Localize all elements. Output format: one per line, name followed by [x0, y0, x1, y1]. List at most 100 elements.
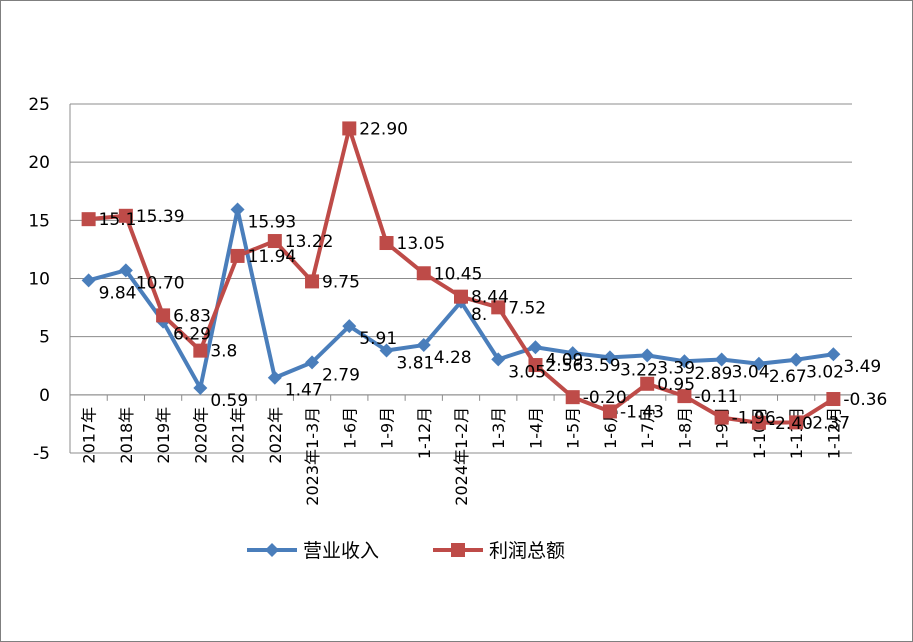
data-label-series-1: 6.29	[173, 325, 211, 345]
x-tick-label: 2024年1-2月	[452, 407, 471, 506]
data-label-series-2: 11.94	[248, 247, 297, 267]
data-label-series-2: -1.96	[732, 409, 776, 429]
data-label-series-2: -2.40	[769, 414, 813, 434]
x-tick-label: 1-3月	[489, 407, 508, 449]
series-1-point	[640, 348, 655, 363]
y-tick-label: 15	[28, 211, 50, 231]
series-2-point	[714, 410, 729, 425]
data-label-series-1: 3.59	[583, 356, 621, 376]
x-tick-label: 2019年	[154, 407, 173, 464]
series-2-point	[416, 266, 431, 281]
data-label-series-1: 10.70	[136, 273, 185, 293]
data-label-series-1: 3.02	[806, 363, 844, 383]
series-1-point	[602, 350, 617, 365]
series-layer	[81, 121, 841, 430]
data-label-series-2: 22.90	[359, 119, 408, 139]
series-2-point	[118, 208, 133, 223]
data-label-series-2: 3.8	[210, 342, 237, 362]
y-axis: -5 0 5 10 15 20 25	[28, 95, 71, 464]
series-1-point	[789, 352, 804, 367]
y-tick-label: 20	[28, 153, 50, 173]
legend-marker-diamond	[265, 543, 279, 557]
series-1-point	[81, 273, 96, 288]
data-label-series-2: -0.36	[843, 390, 887, 410]
data-label-series-1: 0.59	[210, 391, 248, 411]
y-tick-label: 0	[39, 386, 50, 406]
data-label-series-2: 13.22	[285, 232, 334, 252]
series-2-point	[677, 389, 692, 404]
series-1-point	[379, 343, 394, 358]
data-label-series-1: 2.89	[694, 364, 732, 384]
legend: 营业收入 利润总额	[247, 540, 565, 562]
y-tick-label: 10	[28, 270, 50, 290]
x-tick-label: 1-9月	[378, 407, 397, 449]
data-label-series-1: 3.04	[732, 362, 770, 382]
data-label-series-2: -0.11	[694, 387, 738, 407]
data-label-series-2: -1.43	[620, 402, 664, 422]
series-1-point	[416, 338, 431, 353]
data-label-series-1: 4.28	[434, 348, 472, 368]
data-label-series-2: 8.44	[471, 288, 509, 308]
data-label-series-2: 15.39	[136, 207, 185, 227]
data-label-series-1: 1.47	[285, 381, 323, 401]
data-label-series-2: 15.1	[99, 210, 137, 230]
data-label-series-1: 3.49	[843, 357, 881, 377]
data-label-series-1: 3.81	[397, 354, 435, 374]
series-1-point	[305, 355, 320, 370]
data-label-series-2: 2.56	[545, 356, 583, 376]
x-tick-label: 1-4月	[526, 407, 545, 449]
series-2-point	[789, 415, 804, 430]
data-label-series-2: -0.20	[583, 388, 627, 408]
x-tick-label: 2023年1-3月	[303, 407, 322, 506]
data-label-series-2: 9.75	[322, 272, 360, 292]
data-label-series-1: 5.91	[359, 329, 397, 349]
series-1-point	[491, 352, 506, 367]
series-1-point	[677, 354, 692, 369]
series-2-point	[305, 274, 320, 289]
series-1-point	[826, 347, 841, 362]
data-label-series-2: 13.05	[397, 234, 446, 254]
series-2-point	[81, 212, 96, 227]
data-label-series-2: 6.83	[173, 306, 211, 326]
legend-label-2: 利润总额	[489, 540, 565, 562]
data-label-series-2: 7.52	[508, 298, 546, 318]
x-tick-label: 1-5月	[564, 407, 583, 449]
series-2-point	[193, 343, 208, 358]
series-1-point	[230, 202, 245, 217]
legend-label-1: 营业收入	[303, 540, 379, 562]
x-tick-label: 2021年	[229, 407, 248, 464]
data-label-series-1: 3.22	[620, 360, 658, 380]
series-1-point	[528, 340, 543, 355]
y-tick-label: -5	[33, 444, 50, 464]
series-1-point	[193, 380, 208, 395]
data-label-series-1: 15.93	[248, 213, 297, 233]
series-2-point	[751, 415, 766, 430]
data-label-series-2: 10.45	[434, 264, 483, 284]
data-label-series-1: 4.09	[545, 350, 583, 370]
data-label-series-2: -2.37	[806, 413, 850, 433]
y-tick-label: 5	[39, 328, 50, 348]
data-label-series-1: 8.	[471, 305, 487, 325]
y-tick-label: 25	[28, 95, 50, 115]
series-2-point	[640, 376, 655, 391]
data-label-series-1: 9.84	[99, 283, 137, 303]
data-label-series-1: 3.39	[657, 358, 695, 378]
series-2-point	[454, 289, 468, 304]
series-2-point	[491, 300, 506, 315]
x-tick-label: 1-12月	[824, 407, 843, 459]
data-label-series-1: 2.67	[769, 367, 807, 387]
data-label-series-1: 2.79	[322, 365, 360, 385]
legend-marker-square	[451, 543, 465, 557]
series-1-point	[267, 370, 282, 385]
x-tick-label: 1-8月	[675, 407, 694, 449]
series-1-point	[714, 352, 729, 367]
series-1-point	[565, 346, 580, 361]
series-2-point	[528, 358, 543, 373]
series-2-point	[267, 234, 282, 249]
x-tick-label: 1-12月	[415, 407, 434, 459]
x-tick-label: 2020年	[191, 407, 210, 464]
x-tick-label: 2017年	[80, 407, 99, 464]
